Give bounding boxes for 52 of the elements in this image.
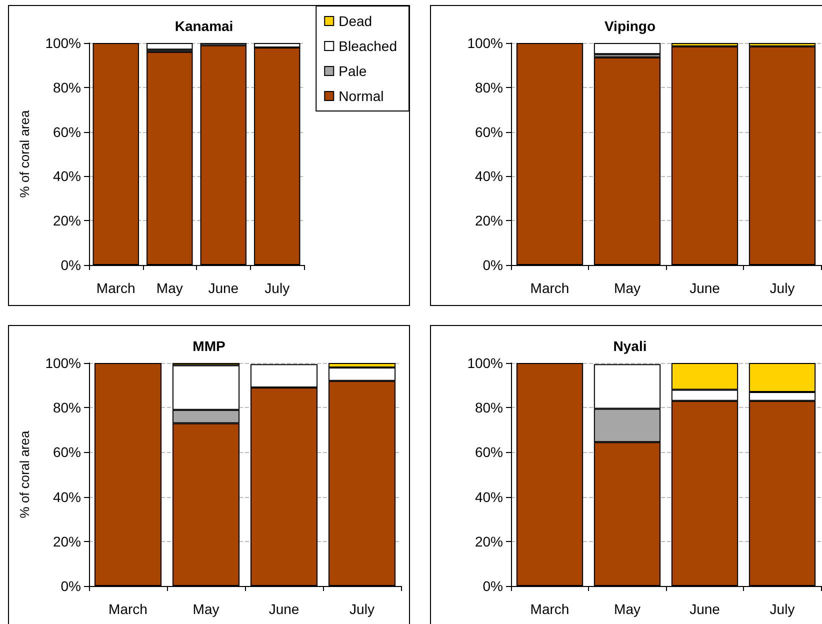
y-tick-label: 40% [474,488,503,505]
y-tick-label: 80% [52,400,81,416]
y-axis-title: % of coral area [17,110,32,198]
x-tick-label: March [96,280,136,296]
x-tick-label: May [156,280,183,296]
legend-label: Normal [338,88,384,104]
y-tick-label: 40% [52,488,81,505]
legend-label: Bleached [338,38,398,54]
y-tick-label: 100% [45,355,81,371]
y-tick-label: 20% [474,533,503,550]
y-tick-label: 100% [467,35,503,51]
y-tick-label: 60% [474,444,503,460]
y-tick-label: 20% [52,212,81,229]
x-tick-label: July [264,280,290,296]
y-tick-label: 0% [482,578,503,594]
y-tick-label: 60% [52,124,81,140]
y-tick-label: 60% [52,444,81,460]
legend-label: Pale [338,63,367,79]
x-tick-label: May [614,280,640,296]
bar [594,43,661,54]
y-tick-label: 40% [52,168,81,184]
y-tick-label: 80% [474,79,503,96]
x-tick-label: June [268,601,300,617]
chart-title: Kanamai [174,18,234,34]
y-tick-label: 0% [60,257,81,273]
y-tick-label: 0% [60,578,81,594]
x-tick-label: May [192,601,220,617]
chart-title: MMP [192,338,226,354]
y-tick-label: 20% [52,533,81,550]
x-tick-label: July [770,280,795,296]
x-tick-label: May [614,601,640,617]
bar [146,43,193,50]
chart-title: Vipingo [604,18,656,34]
y-tick-label: 40% [474,168,503,184]
y-tick-label: 100% [467,355,503,371]
y-tick-label: 80% [474,400,503,416]
y-axis-title: % of coral area [17,430,32,518]
y-tick-label: 0% [482,257,503,273]
y-tick-label: 100% [45,35,81,51]
x-tick-label: March [530,601,570,617]
y-tick-label: 80% [52,79,81,96]
x-tick-label: July [350,601,374,617]
chart-title: Nyali [613,338,647,354]
x-tick-label: June [690,601,720,617]
x-tick-label: July [770,601,795,617]
x-tick-label: March [530,280,570,296]
y-tick-label: 60% [474,124,503,140]
x-tick-label: June [690,280,720,296]
legend-label: Dead [338,13,372,29]
y-tick-label: 20% [474,212,503,229]
x-tick-label: March [108,601,148,617]
x-tick-label: June [208,280,239,296]
